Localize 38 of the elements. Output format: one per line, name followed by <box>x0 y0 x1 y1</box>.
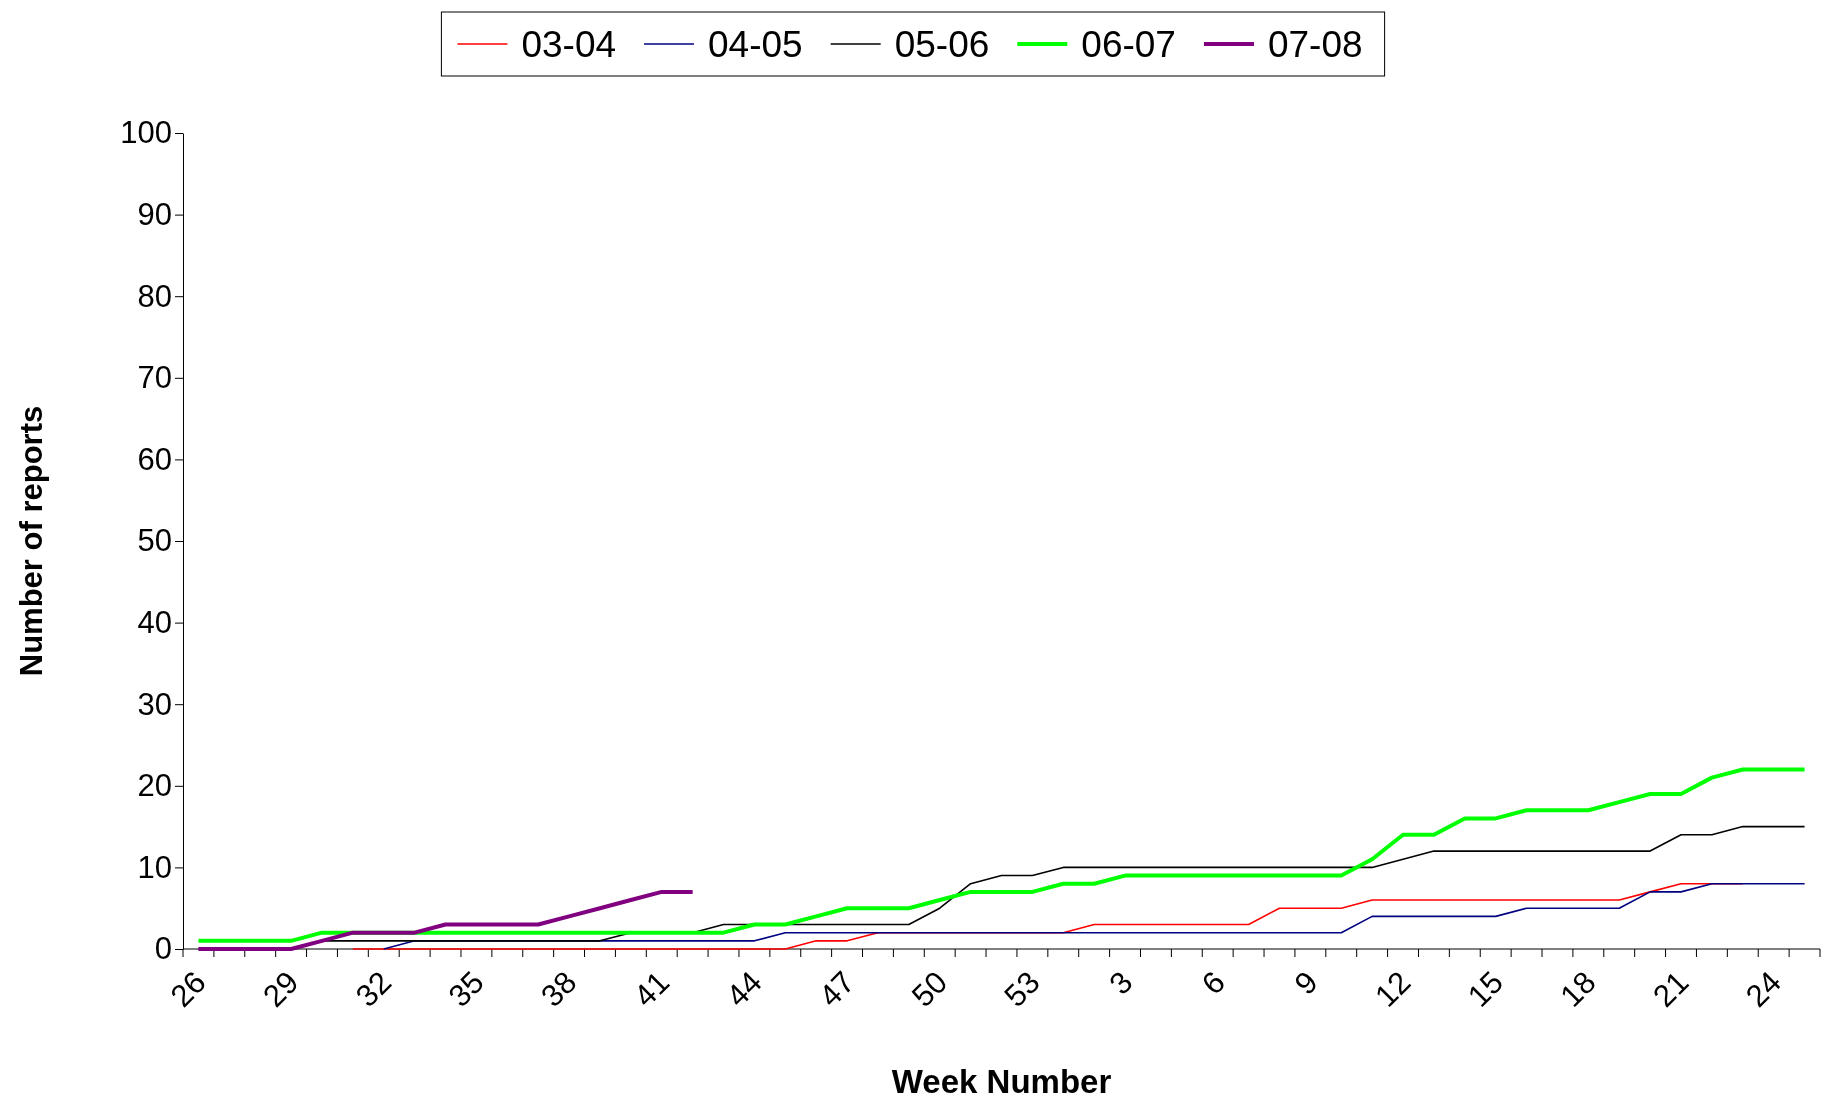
x-tick-label: 35 <box>441 964 491 1014</box>
line-series <box>196 889 695 951</box>
legend-label: 03-04 <box>521 23 617 65</box>
x-tick-label: 29 <box>256 964 306 1014</box>
x-tick-label: 47 <box>812 964 862 1014</box>
x-tick-label: 26 <box>163 964 213 1014</box>
x-tick-label: 18 <box>1553 964 1603 1014</box>
y-tick-label: 80 <box>137 278 172 314</box>
x-tick-label: 38 <box>534 964 584 1014</box>
x-tick-label: 24 <box>1738 964 1788 1014</box>
x-axis-title: Week Number <box>891 1063 1112 1097</box>
legend-label: 07-08 <box>1267 23 1363 65</box>
y-tick-label: 90 <box>137 197 172 233</box>
x-tick-label: 53 <box>997 964 1047 1014</box>
x-tick-label: 6 <box>1195 964 1232 1002</box>
y-tick-label: 70 <box>137 360 172 396</box>
legend-label: 04-05 <box>708 23 803 65</box>
legend-label: 05-06 <box>894 23 990 65</box>
y-tick-label: 0 <box>154 931 172 967</box>
y-tick-label: 50 <box>137 523 172 559</box>
x-tick-label: 9 <box>1287 964 1325 1002</box>
x-tick-label: 21 <box>1646 964 1696 1014</box>
line-series <box>196 767 1807 943</box>
x-tick-label: 50 <box>904 964 955 1014</box>
y-tick-label: 30 <box>137 686 172 722</box>
y-tick-label: 20 <box>137 768 172 804</box>
legend-label: 06-07 <box>1081 23 1176 65</box>
x-tick-label: 41 <box>626 964 677 1014</box>
x-tick-label: 15 <box>1460 964 1510 1014</box>
x-tick-label: 3 <box>1102 964 1140 1002</box>
y-tick-label: 60 <box>137 441 172 477</box>
x-tick-label: 12 <box>1368 964 1418 1014</box>
y-tick-label: 10 <box>137 849 172 885</box>
y-tick-label: 40 <box>137 605 172 641</box>
y-tick-label: 100 <box>120 115 172 151</box>
x-tick-label: 44 <box>719 964 769 1014</box>
x-tick-label: 32 <box>348 964 399 1014</box>
y-axis-title: Number of reports <box>14 405 49 677</box>
